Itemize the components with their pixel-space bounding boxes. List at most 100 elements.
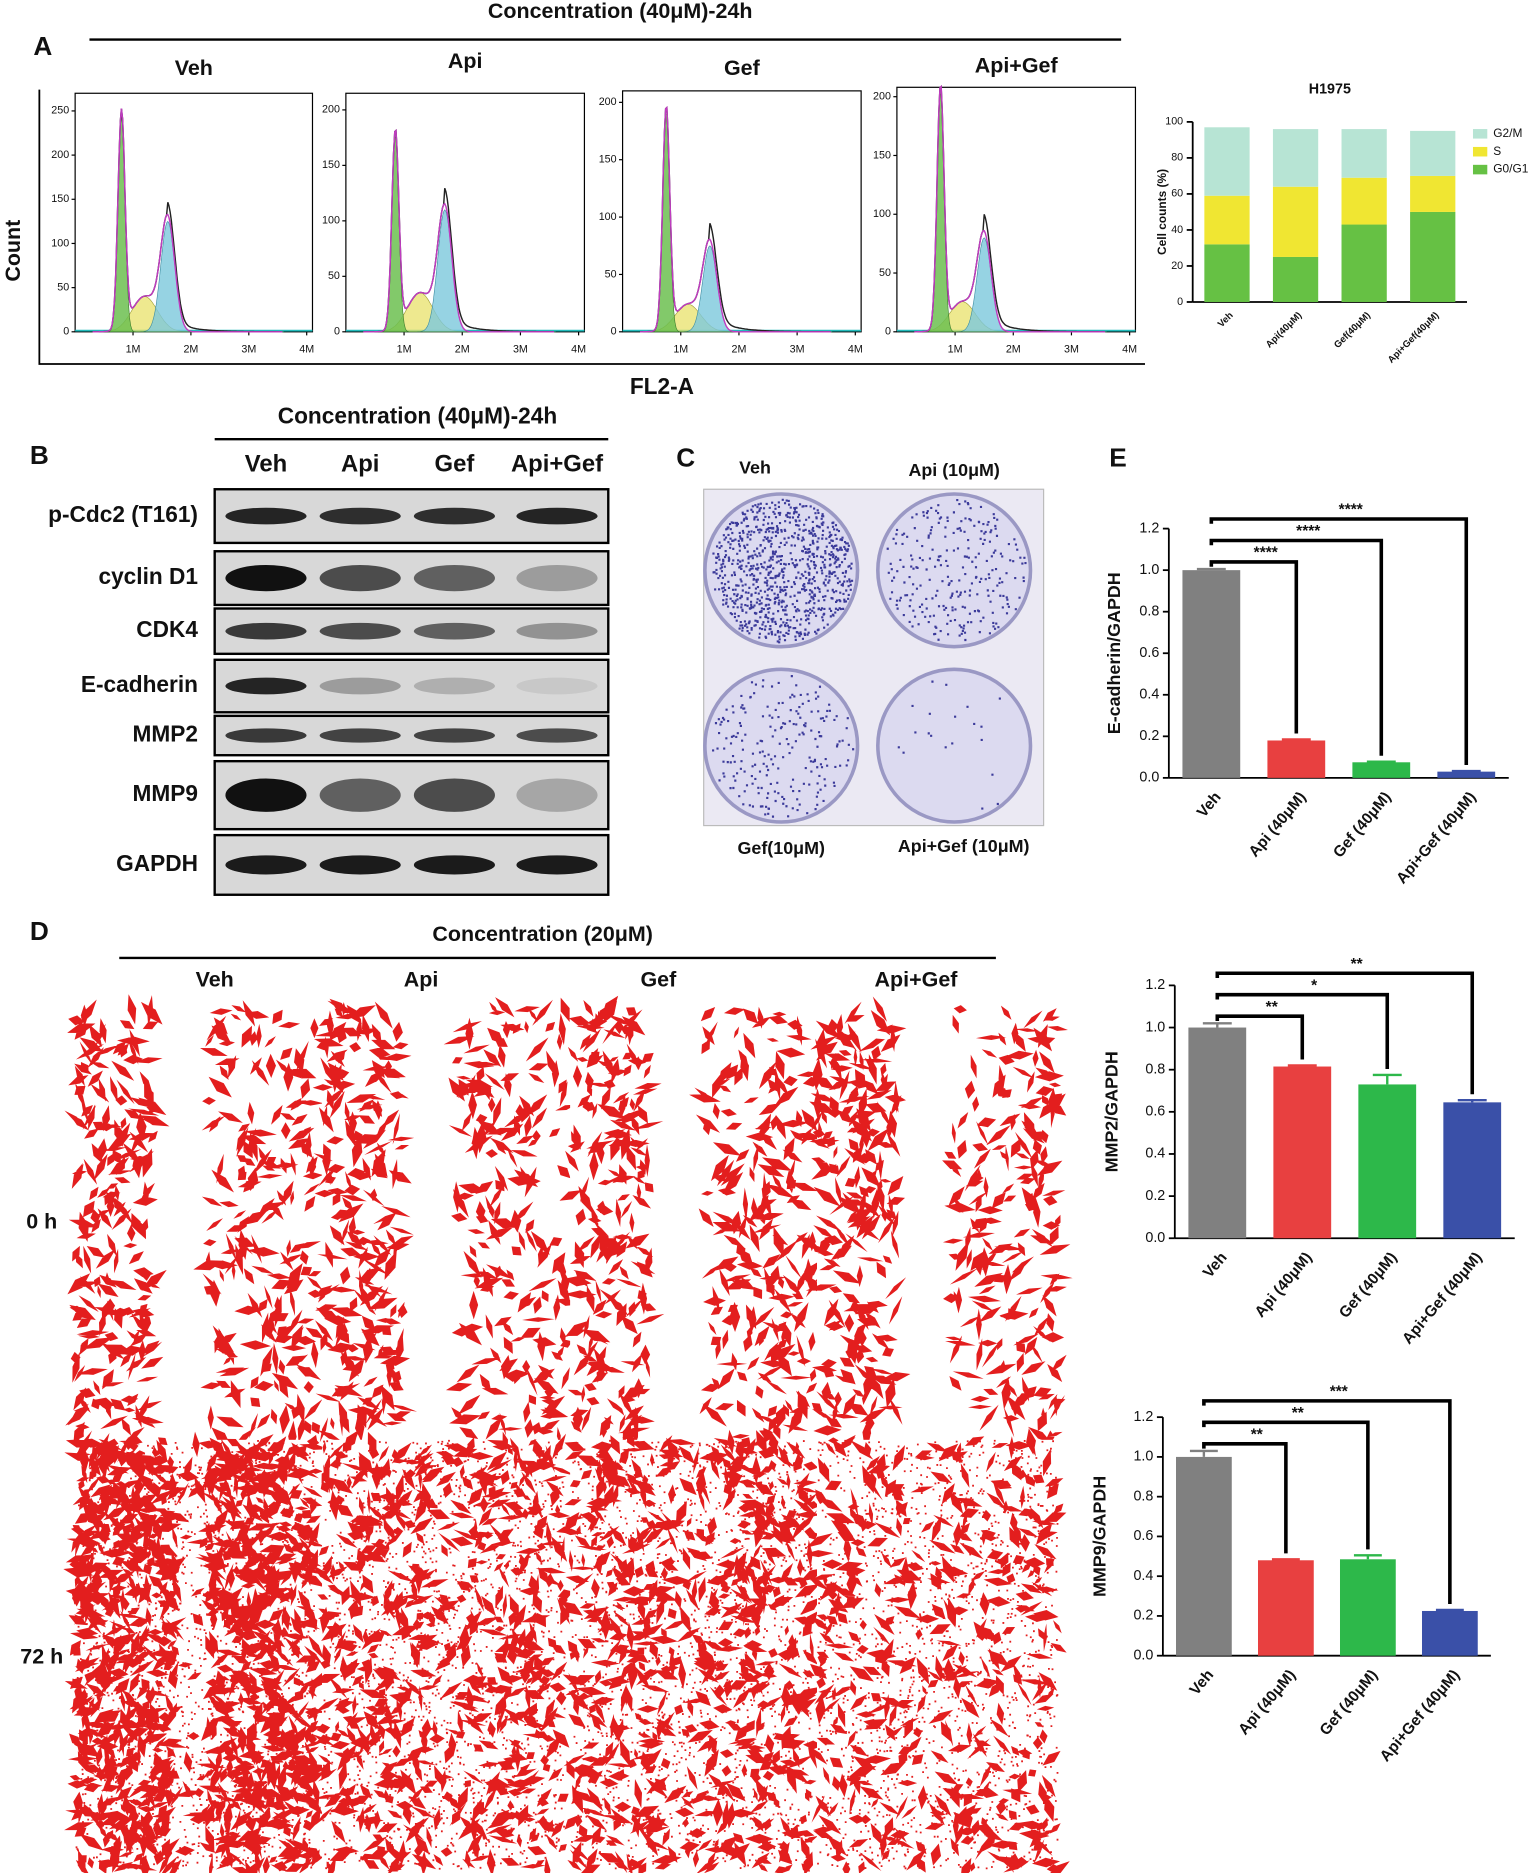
- x-tick-label: 4M: [848, 344, 863, 356]
- bar: [1257, 1560, 1314, 1656]
- y-tick-label: 0.2: [1133, 1608, 1153, 1624]
- protein-label: cyclin D1: [98, 563, 197, 589]
- blot-band: [516, 564, 598, 592]
- bar: [1352, 762, 1411, 778]
- x-tick-label: Api (40μM): [1235, 1667, 1299, 1739]
- blot-band: [319, 507, 401, 525]
- legend-label: G0/G1: [1493, 162, 1528, 176]
- g1-peak: [92, 115, 284, 333]
- blot-band: [225, 778, 307, 812]
- y-tick-label: 50: [605, 268, 617, 280]
- bar: [1175, 1456, 1232, 1656]
- x-tick-label: 3M: [513, 344, 528, 356]
- blot-band: [319, 622, 401, 640]
- y-tick-label: 250: [51, 105, 69, 117]
- error-bar: [1435, 1608, 1464, 1612]
- condition-label: Api: [404, 967, 439, 991]
- error-bar: [1451, 769, 1481, 773]
- bar-segment: [1272, 186, 1319, 257]
- bar-segment: [1410, 130, 1456, 176]
- legend-swatch: [1472, 146, 1488, 157]
- x-tick-label: 2M: [455, 344, 470, 356]
- significance-label: *: [1311, 977, 1318, 994]
- y-tick-label: 50: [879, 267, 891, 279]
- y-tick-label: 100: [1165, 116, 1183, 128]
- lane-label: Api: [341, 451, 379, 478]
- x-tick-label: 3M: [241, 344, 256, 356]
- y-tick-label: 100: [51, 237, 69, 249]
- colonies: [886, 499, 1027, 642]
- panel-label: C: [676, 442, 695, 472]
- flow-panel-title: Api+Gef: [975, 54, 1059, 78]
- y-tick-label: 0.0: [1133, 1647, 1153, 1663]
- bar: [1421, 1610, 1478, 1656]
- significance-bracket: [1215, 1014, 1305, 1060]
- y-tick-label: 150: [873, 149, 891, 161]
- y-tick-label: 0: [1177, 296, 1183, 308]
- protein-label: CDK4: [136, 616, 198, 642]
- plot-frame: [345, 92, 586, 333]
- x-tick-label: 1M: [397, 344, 412, 356]
- flow-xlabel: FL2-A: [630, 373, 694, 399]
- blot-band: [413, 564, 495, 592]
- y-tick-label: 0.6: [1145, 1104, 1165, 1120]
- blot-band: [319, 728, 401, 743]
- well-label: Api+Gef (10μM): [898, 836, 1030, 856]
- y-tick-label: 200: [322, 104, 340, 116]
- flow-title: Concentration (40μM)-24h: [488, 0, 753, 23]
- blot-band: [225, 855, 307, 875]
- error-bar: [1271, 1558, 1300, 1561]
- bar: [1339, 1559, 1396, 1656]
- x-tick-label: Gef(40μM): [1332, 310, 1373, 351]
- y-tick-label: 0.8: [1133, 1488, 1153, 1504]
- fit-trace: [363, 128, 555, 333]
- panel-frame: [38, 89, 1145, 365]
- bar: [1443, 1102, 1502, 1239]
- x-tick-label: 2M: [1006, 344, 1021, 356]
- significance-bracket: [1215, 992, 1390, 1069]
- flow-panel-title: Gef: [724, 56, 761, 80]
- legend-label: G2/M: [1493, 126, 1522, 140]
- blot-band: [225, 728, 307, 743]
- plot-frame: [896, 86, 1137, 333]
- blot-band: [516, 677, 598, 695]
- bar: [1273, 1066, 1332, 1239]
- error-bar: [1196, 567, 1226, 571]
- western-title: Concentration (40μM)-24h: [278, 403, 557, 429]
- cell-mask: [558, 1429, 825, 1873]
- cell-mask: [311, 1428, 577, 1873]
- cell-mask: [312, 997, 578, 1445]
- bar: [1182, 570, 1241, 778]
- lane-label: Gef: [435, 451, 475, 478]
- blot-band: [413, 507, 495, 525]
- blot-band: [516, 622, 598, 640]
- y-tick-label: 60: [1171, 188, 1183, 200]
- y-tick-label: 1.0: [1145, 1019, 1165, 1035]
- x-tick-label: Api+Gef (40μM): [1377, 1667, 1463, 1765]
- g1-peak: [363, 136, 556, 333]
- blot-band: [413, 622, 495, 640]
- blot-band: [516, 507, 598, 525]
- x-tick-label: Api+Gef (40μM): [1399, 1249, 1485, 1347]
- blot-band: [413, 855, 495, 875]
- x-tick-label: Veh: [1194, 789, 1225, 821]
- blot-band: [413, 778, 495, 812]
- y-tick-label: 0.4: [1139, 687, 1159, 703]
- well: [876, 667, 1033, 824]
- blot-band: [319, 778, 401, 812]
- panel-label: A: [33, 31, 52, 61]
- error-bar: [1281, 738, 1311, 741]
- cell-mask: [63, 1430, 329, 1873]
- significance-label: ****: [1296, 523, 1321, 540]
- x-tick-label: 1M: [126, 344, 141, 356]
- y-tick-label: 1.0: [1133, 1449, 1153, 1465]
- bar: [1188, 1027, 1247, 1239]
- bar: [1267, 740, 1326, 778]
- x-tick-label: Veh: [1200, 1249, 1231, 1281]
- significance-bracket: [1209, 538, 1384, 756]
- significance-bracket: [1209, 560, 1299, 734]
- y-tick-label: 0: [63, 326, 69, 338]
- x-tick-label: Api(40μM): [1264, 310, 1304, 350]
- y-tick-label: 1.0: [1139, 562, 1159, 578]
- significance-label: **: [1292, 1405, 1305, 1422]
